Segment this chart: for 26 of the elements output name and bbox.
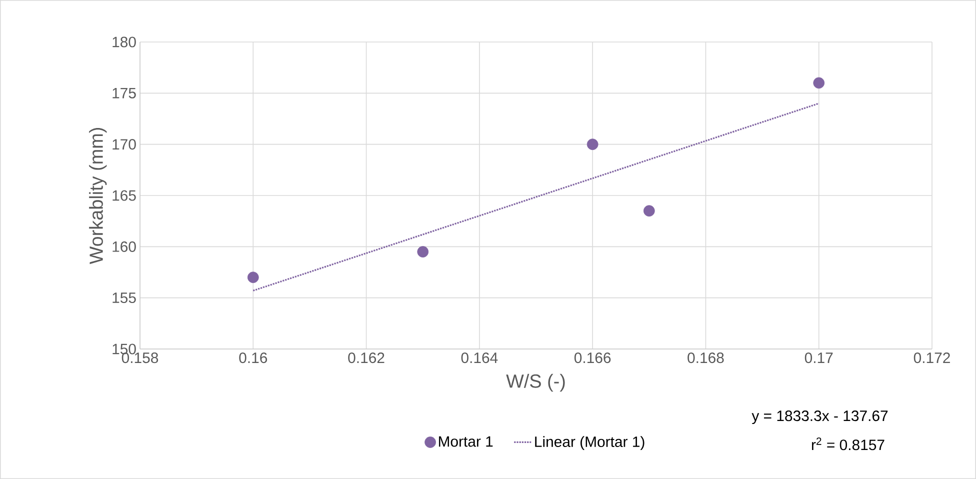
y-tick-label: 170 — [112, 139, 136, 150]
y-tick-label: 160 — [112, 241, 136, 252]
x-tick-label: 0.162 — [348, 352, 384, 364]
y-tick-label: 180 — [112, 36, 136, 48]
y-tick-label: 150 — [112, 344, 136, 354]
text: r$^{2}$ = 0.8157 — [812, 438, 884, 450]
point — [247, 272, 259, 284]
x-tick-label: 0.172 — [914, 352, 950, 364]
point — [586, 138, 598, 150]
point — [643, 205, 655, 217]
x-axis-title: W/S (-) — [506, 374, 565, 392]
x-tick-label: 0.16 — [239, 352, 268, 364]
text: y = 1833.3x - 137.67 — [752, 410, 888, 424]
x-tick-label: 0.168 — [688, 352, 724, 364]
point — [417, 246, 429, 258]
y-tick-label: 165 — [112, 190, 136, 201]
x-tick-label: 0.164 — [461, 352, 498, 364]
point — [813, 77, 825, 89]
legend-label: Linear (Mortar 1) — [535, 436, 644, 450]
x-tick-label: 0.17 — [804, 352, 833, 364]
y-axis-title: Workablity (mm) — [89, 128, 107, 264]
x-tick-label: 0.166 — [574, 352, 611, 364]
y-tick-label: 175 — [112, 88, 136, 98]
y-tick-label: 155 — [112, 292, 136, 304]
x-tick-label: 0.158 — [122, 352, 158, 364]
legend-label: Mortar 1 — [438, 436, 493, 447]
